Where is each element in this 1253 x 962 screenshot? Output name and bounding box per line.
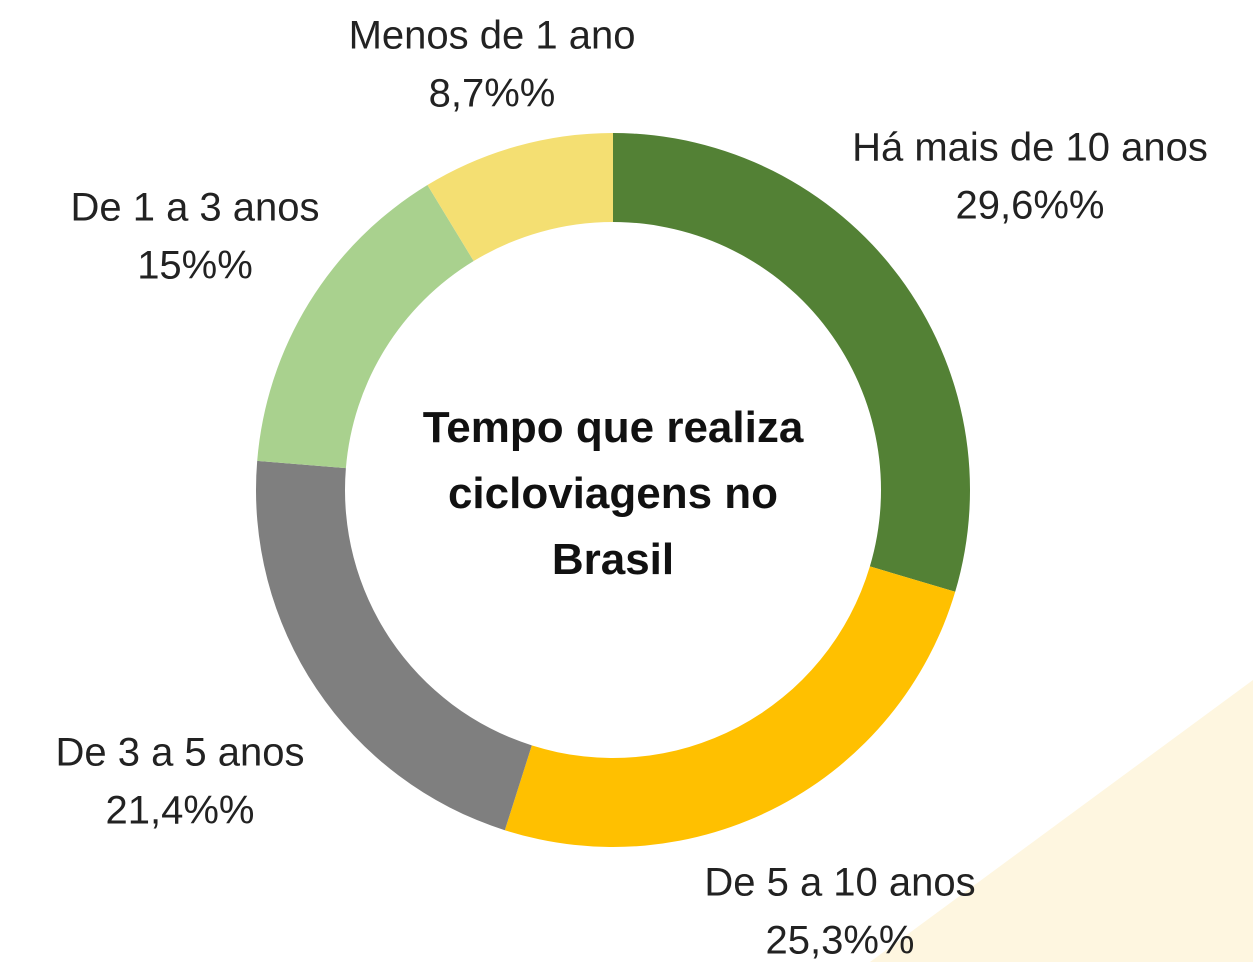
slice-label: De 3 a 5 anos — [55, 731, 304, 775]
value-label: 21,4%% — [106, 789, 255, 833]
slice-label: De 5 a 10 anos — [704, 861, 975, 905]
donut-slice — [427, 133, 613, 262]
slice-label: Há mais de 10 anos — [852, 126, 1208, 170]
slice-label: Menos de 1 ano — [349, 14, 636, 58]
donut-slice — [504, 566, 956, 847]
background-shape — [870, 680, 1253, 962]
value-label: 8,7%% — [429, 72, 556, 116]
donut-slice — [613, 133, 970, 592]
slice-label: De 1 a 3 anos — [70, 186, 319, 230]
donut-slice — [257, 185, 474, 469]
value-label: 29,6%% — [956, 184, 1105, 228]
value-label: 15%% — [137, 244, 253, 288]
donut-slice — [255, 460, 532, 831]
value-label: 25,3%% — [766, 919, 915, 962]
chart-title: Tempo que realiza cicloviagens no Brasil — [422, 403, 804, 584]
